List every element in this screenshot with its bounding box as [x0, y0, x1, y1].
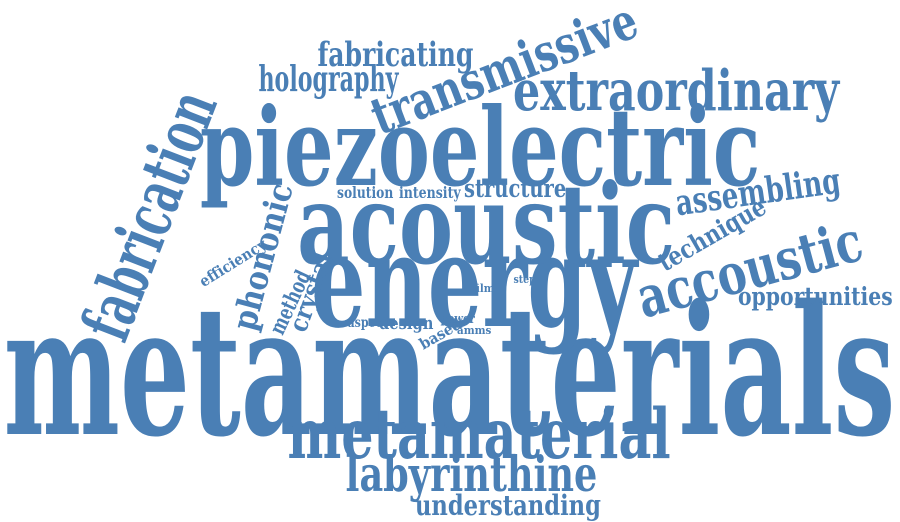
word-amms: amms — [457, 323, 492, 337]
word-acoustic: acoustic — [297, 160, 676, 290]
word-extraordinary: extraordinary — [513, 58, 840, 124]
word-power: power — [440, 311, 475, 327]
word-labyrinthine: labyrinthine — [345, 445, 597, 503]
word-understanding: understanding — [414, 489, 601, 522]
word-piezoelectric: piezoelectric — [199, 85, 761, 211]
word-film: film — [471, 281, 494, 295]
word-fabricating: fabricating — [316, 34, 473, 74]
word-energy: energy — [311, 207, 638, 357]
word-aspect: aspect — [347, 315, 387, 331]
word-structure: structure — [464, 174, 567, 204]
word-metamaterials: metamaterials — [3, 265, 895, 477]
word-step: step — [513, 272, 536, 286]
word-solution: solution — [337, 183, 394, 202]
word-intensity: intensity — [398, 183, 461, 202]
word-holography: holography — [257, 58, 398, 100]
word-design: design — [379, 313, 434, 334]
word-metamaterial: metamaterial — [287, 393, 671, 475]
word-opportunities: opportunities — [737, 282, 893, 312]
